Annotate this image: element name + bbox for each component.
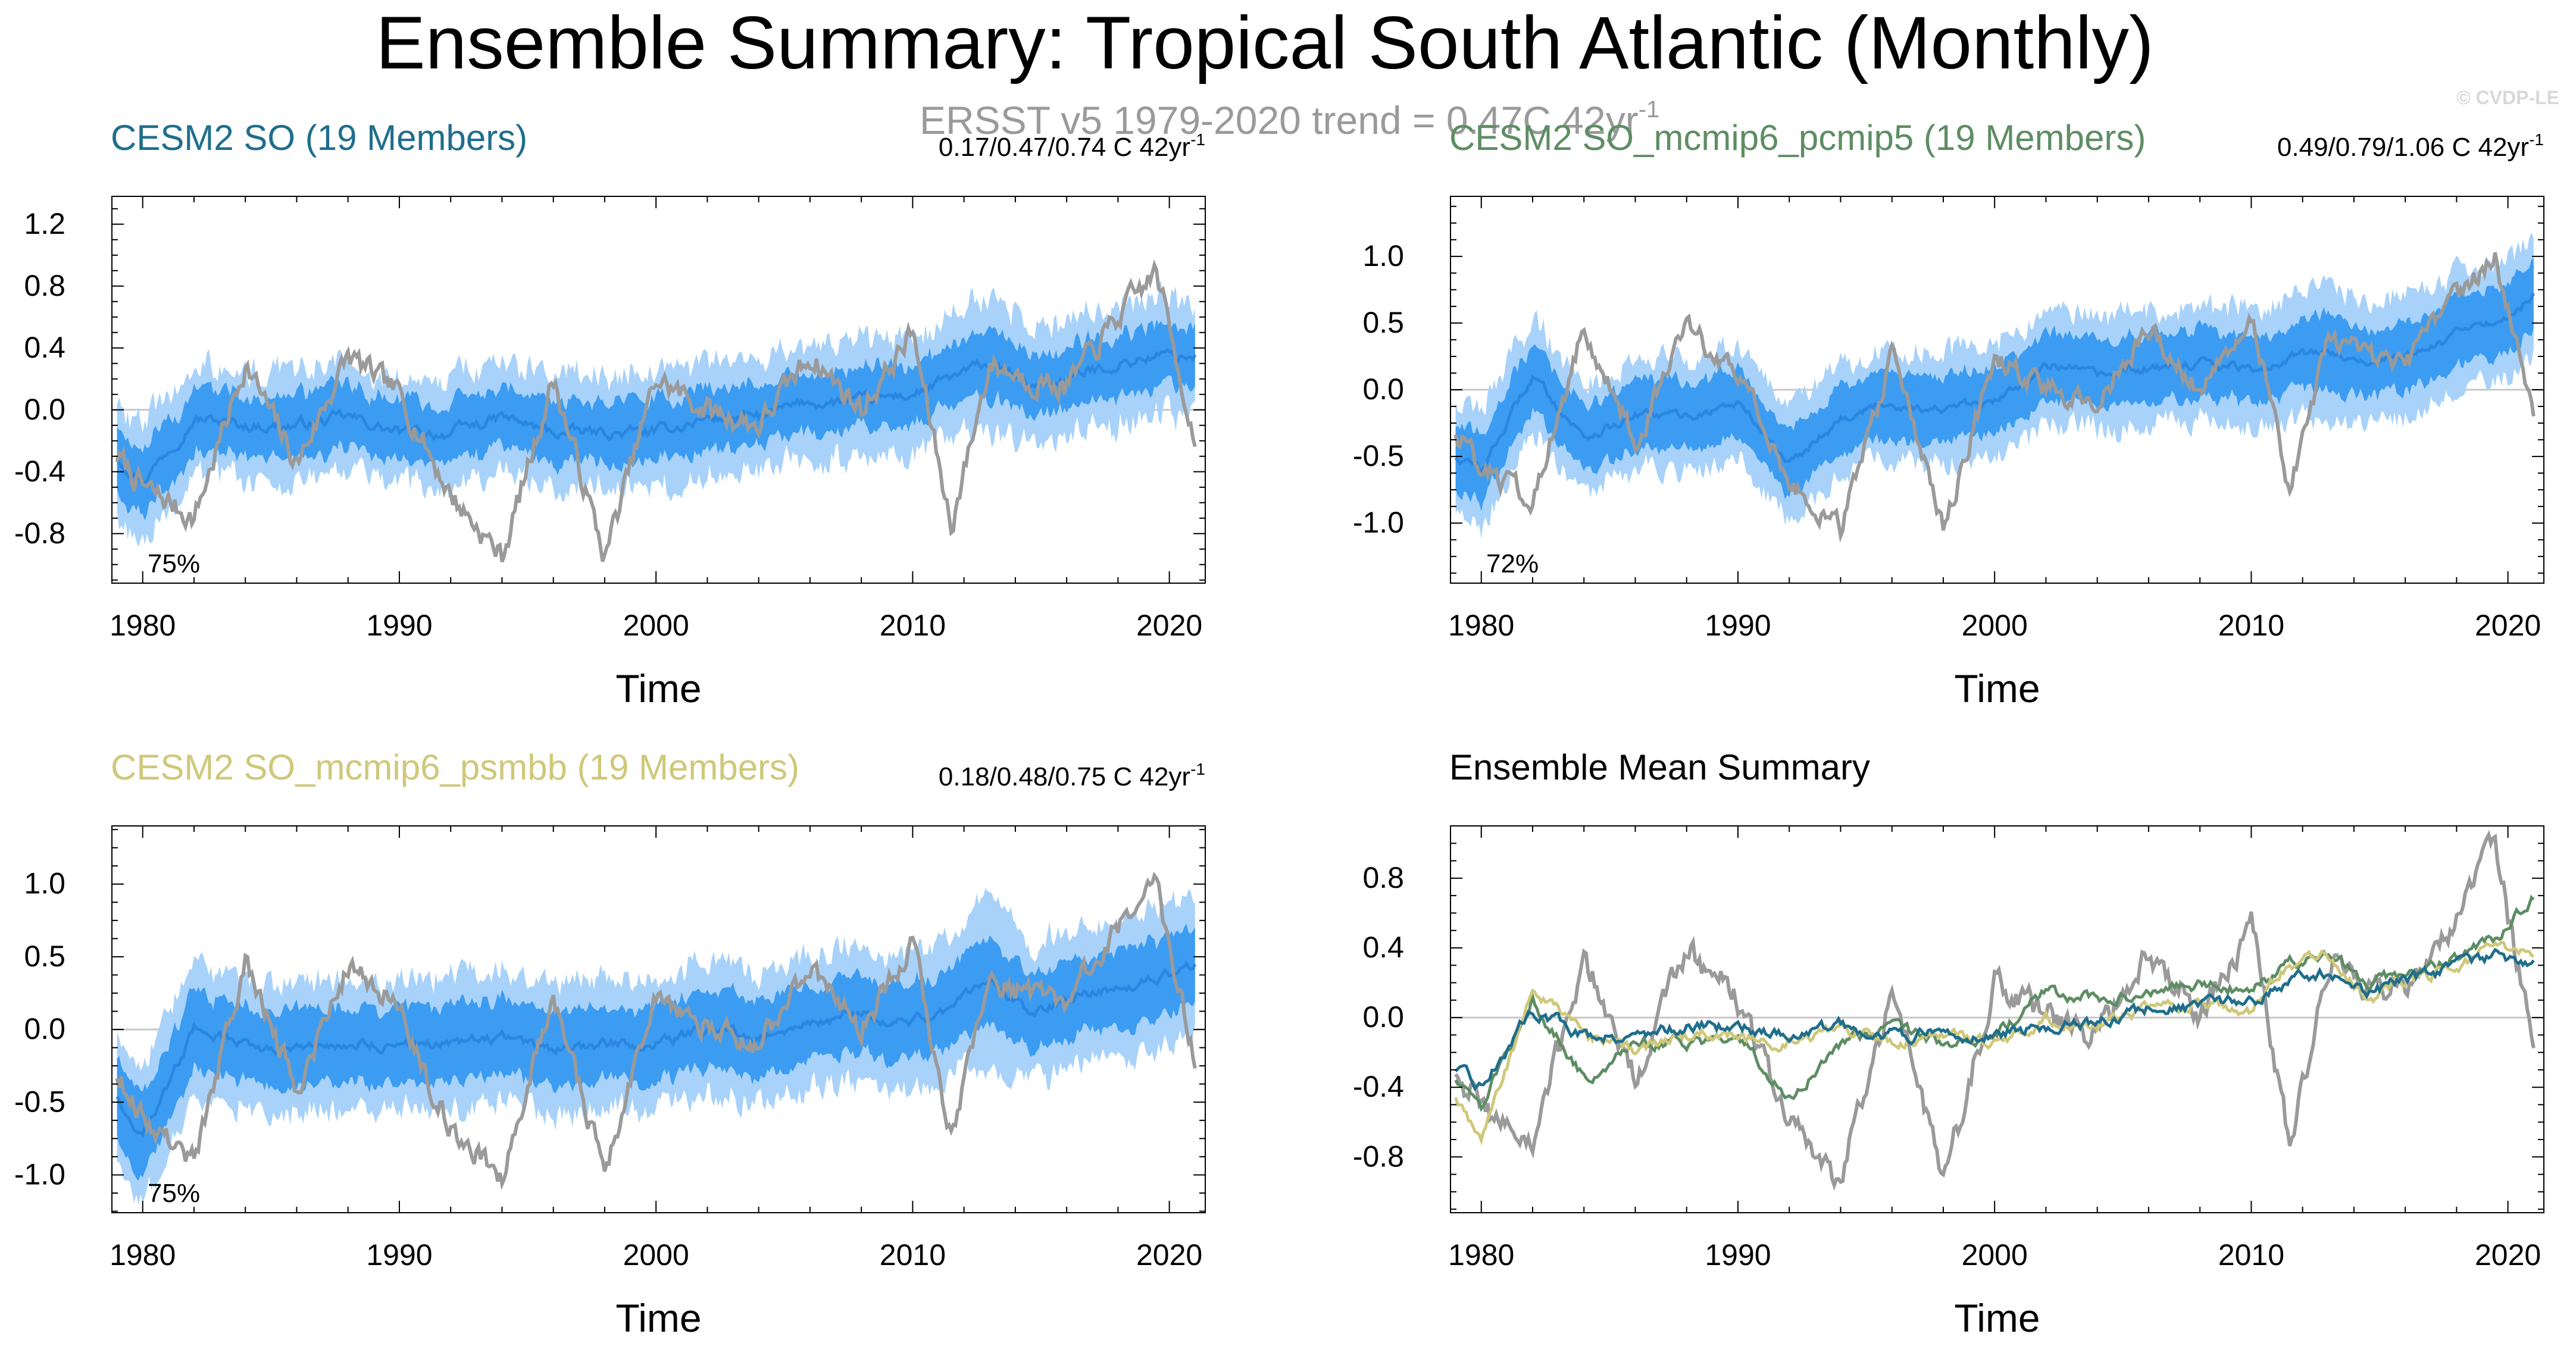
- plot-area: [1450, 232, 2544, 543]
- trend-text: 0.17/0.47/0.74 C 42yr: [939, 133, 1190, 162]
- x-tick-label: 1990: [366, 609, 432, 642]
- y-tick-label: 1.0: [1362, 239, 1404, 273]
- obs-trend-sup: -1: [1639, 96, 1660, 123]
- x-tick-label: 1980: [1448, 1238, 1514, 1272]
- percent-label: 72%: [1486, 549, 1539, 578]
- chart-panel-cesm2-so-psmbb: 75% 0.18/0.48/0.75 C 42yr-1 CESM2 SO_mcmip…: [14, 747, 1206, 1340]
- y-tick-label: 0.0: [24, 1012, 65, 1045]
- x-axis-label: Time: [1954, 666, 2040, 710]
- y-tick-label: -0.4: [1353, 1070, 1404, 1103]
- x-tick-label: 2000: [623, 1238, 689, 1272]
- panel-title: Ensemble Mean Summary: [1449, 747, 1870, 787]
- trend-label: 0.17/0.47/0.74 C 42yr-1: [939, 130, 1205, 162]
- x-tick-label: 2020: [2475, 609, 2541, 642]
- plot-frame: [1450, 825, 2544, 1213]
- x-tick-label: 2020: [2475, 1238, 2541, 1272]
- x-tick-label: 1990: [366, 1238, 432, 1272]
- ensemble-inner-band: [117, 924, 1195, 1181]
- x-tick-label: 1980: [1448, 609, 1514, 642]
- y-tick-label: 1.2: [24, 207, 65, 240]
- trend-text: 0.18/0.48/0.75 C 42yr: [939, 762, 1190, 791]
- plot-frame: [111, 196, 1206, 584]
- watermark: © CVDP-LE: [2456, 87, 2559, 108]
- chart-panel-cesm2-so-pcmip5: 72% 0.49/0.79/1.06 C 42yr-1 CESM2 SO_mcmip…: [1353, 118, 2544, 710]
- x-tick-label: 1980: [110, 1238, 176, 1272]
- panel-title: CESM2 SO_mcmip6_pcmip5 (19 Members): [1449, 118, 2146, 158]
- plot-frame: [111, 825, 1206, 1213]
- y-tick-label: 0.0: [24, 393, 65, 426]
- series-line-cesm2-so: [1454, 947, 2535, 1091]
- panel-title: CESM2 SO_mcmip6_psmbb (19 Members): [111, 747, 799, 787]
- x-tick-label: 2000: [1962, 609, 2028, 642]
- y-tick-label: 1.0: [24, 867, 65, 900]
- y-tick-label: -0.4: [14, 455, 65, 488]
- obs-trend-label: ERSST v5 1979-2020 trend = 0.47C 42yr-1: [920, 96, 1659, 142]
- x-tick-label: 2000: [1962, 1238, 2028, 1272]
- ensemble-mean-line: [115, 960, 1197, 1138]
- percent-label: 75%: [148, 1179, 200, 1208]
- observed-line: [115, 871, 1197, 1190]
- x-tick-label: 2000: [623, 609, 689, 642]
- observed-line: [1453, 252, 2536, 543]
- x-tick-label: 1990: [1705, 1238, 1771, 1272]
- obs-trend-text: ERSST v5 1979-2020 trend = 0.47C 42yr: [920, 98, 1639, 142]
- trend-label: 0.49/0.79/1.06 C 42yr-1: [2277, 130, 2544, 162]
- figure-title: Ensemble Summary: Tropical South Atlanti…: [376, 2, 2153, 84]
- y-tick-label: -0.5: [14, 1085, 65, 1118]
- y-tick-label: -1.0: [1353, 506, 1404, 539]
- plot-area: [112, 871, 1205, 1205]
- y-tick-label: 0.4: [24, 331, 65, 364]
- y-tick-label: 0.5: [24, 940, 65, 973]
- y-tick-label: 0.8: [24, 269, 65, 302]
- y-tick-label: 0.0: [1362, 1000, 1404, 1034]
- y-tick-label: 0.8: [1362, 861, 1404, 894]
- observed-line: [115, 259, 1197, 563]
- x-tick-label: 2010: [2218, 1238, 2284, 1272]
- x-tick-label: 2010: [880, 1238, 946, 1272]
- y-tick-label: 0.0: [1362, 372, 1404, 406]
- series-line-cesm2-so-mcmip6-pcmip5: [1454, 894, 2535, 1112]
- ensemble-inner-band: [1455, 258, 2534, 512]
- panel-title: CESM2 SO (19 Members): [111, 118, 527, 158]
- x-tick-label: 1990: [1705, 609, 1771, 642]
- ensemble-mean-line: [1454, 292, 2536, 477]
- plot-area: [1450, 829, 2544, 1191]
- x-axis-label: Time: [1954, 1296, 2040, 1340]
- y-tick-label: -0.8: [14, 516, 65, 550]
- x-tick-label: 2010: [880, 609, 946, 642]
- chart-panel-cesm2-so: 75% 0.17/0.47/0.74 C 42yr-1 CESM2 SO (19 M…: [14, 118, 1206, 710]
- chart-panel-ensemble-mean-summary: Ensemble Mean Summary 1980 1990 2000 2010 202…: [1353, 747, 2544, 1340]
- x-axis-label: Time: [615, 666, 701, 710]
- series-line-cesm2-so-mcmip6-psmbb: [1454, 940, 2534, 1146]
- x-tick-label: 2020: [1136, 1238, 1202, 1272]
- ensemble-inner-band: [117, 319, 1195, 521]
- y-tick-label: 0.4: [1362, 931, 1404, 964]
- trend-sup: -1: [1190, 130, 1205, 149]
- trend-sup: -1: [1190, 760, 1205, 778]
- trend-sup: -1: [2529, 130, 2544, 149]
- series-line-ersst-v5: [1454, 829, 2536, 1191]
- y-tick-label: -0.8: [1353, 1140, 1404, 1173]
- trend-label: 0.18/0.48/0.75 C 42yr-1: [939, 760, 1205, 791]
- plot-area: [112, 259, 1205, 563]
- x-tick-label: 2020: [1136, 609, 1202, 642]
- x-tick-label: 1980: [110, 609, 176, 642]
- y-tick-label: -0.5: [1353, 439, 1404, 472]
- x-axis-label: Time: [615, 1296, 701, 1340]
- trend-text: 0.49/0.79/1.06 C 42yr: [2277, 133, 2529, 162]
- percent-label: 75%: [148, 549, 200, 578]
- y-tick-label: -1.0: [14, 1157, 65, 1191]
- y-tick-label: 0.5: [1362, 306, 1404, 339]
- x-tick-label: 2010: [2218, 609, 2284, 642]
